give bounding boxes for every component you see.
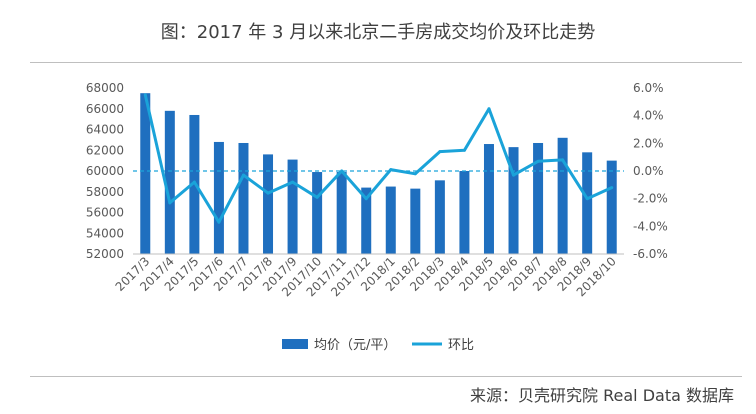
bar [508, 147, 519, 254]
y-right-tick-label: -4.0% [633, 219, 668, 233]
mom-change-point [364, 197, 368, 201]
bar [336, 172, 347, 254]
bar [483, 144, 494, 254]
bar [238, 142, 249, 254]
mom-change-point [536, 159, 540, 163]
y-left-tick-label: 52000 [86, 247, 124, 261]
bar [164, 110, 175, 254]
y-left-tick-label: 56000 [86, 206, 124, 220]
mom-change-point [340, 169, 344, 173]
legend-line-label: 环比 [448, 338, 474, 353]
y-right-tick-label: -6.0% [633, 247, 668, 261]
mom-change-point [561, 158, 565, 162]
mom-change-point [291, 180, 295, 184]
mom-change-point [610, 186, 614, 190]
mom-change-point [487, 107, 491, 111]
mom-change-point [315, 195, 319, 199]
bar [557, 137, 568, 254]
chart-title: 图：2017 年 3 月以来北京二手房成交均价及环比走势 [160, 22, 596, 43]
bar [140, 93, 151, 254]
y-right-tick-label: 6.0% [633, 81, 664, 95]
y-left-tick-label: 54000 [86, 226, 124, 240]
mom-change-point [512, 173, 516, 177]
bar [312, 172, 323, 254]
mom-change-line [143, 94, 613, 224]
legend-bar-swatch [282, 339, 308, 349]
bar [287, 159, 298, 254]
mom-change-point [241, 173, 245, 177]
mom-change-point [389, 168, 393, 172]
top-divider [30, 62, 742, 63]
chart: 52000 54000 56000 58000 60000 62000 64000 66000… [86, 81, 668, 353]
bar [606, 160, 617, 254]
y-right-tick-label: -2.0% [633, 192, 668, 206]
y-left-tick-label: 60000 [86, 164, 124, 178]
mom-change-point [585, 197, 589, 201]
mom-change-point [192, 180, 196, 184]
bar [361, 187, 372, 254]
legend-bar-label: 均价（元/平） [314, 338, 396, 353]
bar [385, 186, 396, 254]
bar [434, 180, 445, 254]
mom-change-point [438, 150, 442, 154]
y-left-tick-label: 62000 [86, 143, 124, 157]
mom-change-point [462, 148, 466, 152]
bar [582, 152, 593, 254]
mom-change-point [413, 172, 417, 176]
bar [213, 141, 224, 254]
y-left-tick-label: 64000 [86, 123, 124, 137]
mom-change-point [266, 191, 270, 195]
bottom-divider [30, 376, 742, 377]
bar [410, 188, 421, 254]
bar [263, 154, 274, 254]
y-left-tick-label: 68000 [86, 81, 124, 95]
mom-change-point [143, 93, 147, 97]
y-right-tick-label: 2.0% [633, 136, 664, 150]
y-right-tick-label: 4.0% [633, 109, 664, 123]
y-left-tick-label: 58000 [86, 185, 124, 199]
source-note: 来源：贝壳研究院 Real Data 数据库 [470, 386, 734, 405]
mom-change-point [168, 201, 172, 205]
bar [459, 171, 470, 254]
y-right-tick-label: 0.0% [633, 164, 664, 178]
mom-change-point [217, 220, 221, 224]
y-left-tick-label: 66000 [86, 102, 124, 116]
bar [533, 142, 544, 254]
